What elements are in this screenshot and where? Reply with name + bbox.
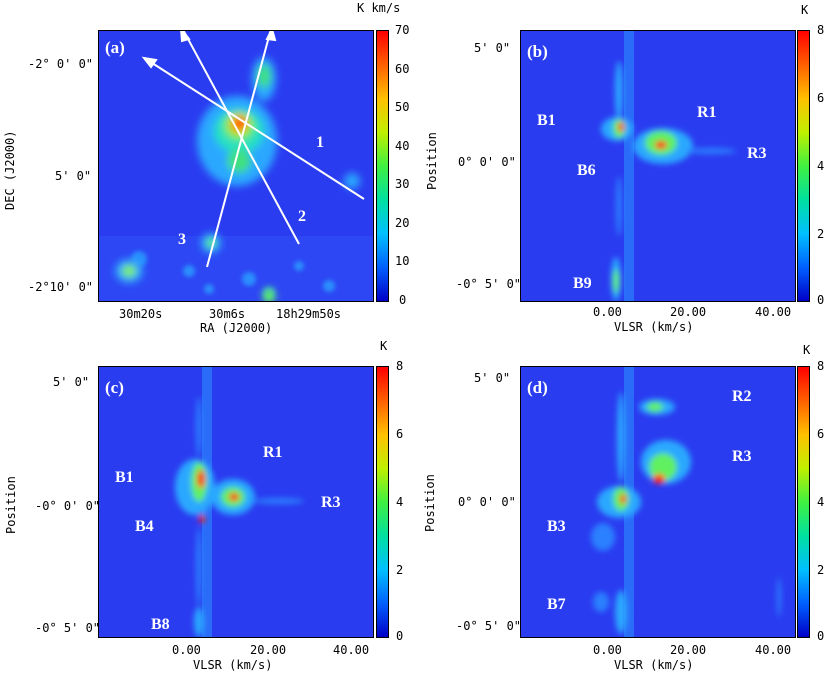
x-tick-c: 20.00 — [250, 643, 287, 657]
colorbar-tick: 0 — [817, 629, 825, 643]
feature-label-b7: B7 — [547, 596, 566, 613]
colorbar-unit-c: K — [380, 339, 388, 353]
y-tick-d: -0° 5' 0" — [456, 619, 522, 633]
colorbar-unit-b: K — [801, 3, 809, 17]
colorbar-tick: 6 — [817, 427, 825, 441]
x-tick-c: 40.00 — [333, 643, 370, 657]
y-axis-label-a: DEC (J2000) — [3, 130, 17, 210]
colorbar-tick: 4 — [817, 495, 825, 509]
panel-tag-a: (a) — [105, 38, 125, 57]
colorbar-tick: 40 — [395, 139, 410, 153]
colorbar-tick: 0 — [399, 293, 407, 307]
colorbar-tick: 4 — [396, 495, 404, 509]
colorbar-unit-a: K km/s — [357, 1, 401, 15]
y-axis-label-c: Position — [4, 476, 18, 534]
feature-label-b9: B9 — [573, 275, 592, 292]
y-tick-a: 5' 0" — [55, 169, 92, 183]
integrated-intensity-map — [99, 31, 373, 301]
x-tick-b: 20.00 — [670, 305, 707, 319]
y-tick-a: -2° 0' 0" — [28, 57, 94, 71]
pv-plot-c: (c) R1 B1 B4 R3 B8 — [98, 366, 374, 638]
colorbar-tick: 30 — [395, 177, 410, 191]
colorbar-tick: 8 — [817, 359, 825, 373]
x-tick-d: 0.00 — [593, 643, 622, 657]
feature-label-b4: B4 — [135, 518, 154, 535]
cut-label-1: 1 — [316, 134, 324, 151]
panel-tag-c: (c) — [105, 378, 124, 397]
x-axis-label-b: VLSR (km/s) — [614, 320, 694, 334]
colorbar-a — [376, 30, 389, 302]
colorbar-unit-d: K — [803, 343, 811, 357]
x-tick-b: 0.00 — [593, 305, 622, 319]
colorbar-c — [376, 366, 389, 638]
colorbar-tick: 60 — [395, 62, 410, 76]
position-velocity-diagram-c — [99, 367, 373, 637]
feature-label-b1: B1 — [537, 112, 556, 129]
pv-plot-d: (d) R2 R3 B3 B7 — [520, 366, 796, 638]
x-tick-b: 40.00 — [755, 305, 792, 319]
position-velocity-diagram-b — [521, 31, 795, 301]
colorbar-tick: 2 — [396, 563, 404, 577]
x-tick-a: 18h29m50s — [276, 307, 342, 321]
x-tick-a: 30m20s — [119, 307, 163, 321]
y-tick-c: -0° 0' 0" — [35, 499, 101, 513]
y-tick-c: -0° 5' 0" — [35, 621, 101, 635]
x-tick-c: 0.00 — [172, 643, 201, 657]
colorbar-tick: 2 — [817, 227, 825, 241]
x-axis-label-a: RA (J2000) — [200, 321, 273, 335]
feature-label-r3: R3 — [747, 145, 767, 162]
x-tick-d: 20.00 — [670, 643, 707, 657]
y-tick-b: -0° 5' 0" — [456, 277, 522, 291]
colorbar-tick: 70 — [395, 23, 410, 37]
y-tick-b: 5' 0" — [474, 41, 511, 55]
y-tick-c: 5' 0" — [53, 375, 90, 389]
position-velocity-diagram-d — [521, 367, 795, 637]
feature-label-r3: R3 — [732, 448, 752, 465]
colorbar-tick: 20 — [395, 216, 410, 230]
colorbar-tick: 6 — [817, 91, 825, 105]
feature-label-b8: B8 — [151, 616, 170, 633]
colorbar-tick: 50 — [395, 100, 410, 114]
y-tick-a: -2°10' 0" — [28, 280, 94, 294]
x-axis-label-d: VLSR (km/s) — [614, 658, 694, 672]
pv-plot-b: (b) B1 R1 B6 R3 B9 — [520, 30, 796, 302]
colorbar-tick: 10 — [395, 254, 410, 268]
feature-label-b1: B1 — [115, 469, 134, 486]
y-tick-d: 0° 0' 0" — [458, 495, 516, 509]
y-tick-d: 5' 0" — [474, 371, 511, 385]
colorbar-tick: 6 — [396, 427, 404, 441]
y-tick-b: 0° 0' 0" — [458, 155, 516, 169]
feature-label-r2: R2 — [732, 388, 752, 405]
feature-label-b3: B3 — [547, 518, 566, 535]
colorbar-tick: 4 — [817, 159, 825, 173]
feature-label-r1: R1 — [263, 444, 283, 461]
x-axis-label-c: VLSR (km/s) — [193, 658, 273, 672]
panel-tag-d: (d) — [527, 378, 548, 397]
feature-label-b6: B6 — [577, 162, 596, 179]
feature-label-r1: R1 — [697, 104, 717, 121]
cut-label-3: 3 — [178, 231, 186, 248]
y-axis-label-b: Position — [425, 132, 439, 190]
panel-tag-b: (b) — [527, 42, 548, 61]
cut-arrows — [141, 31, 365, 268]
y-axis-label-d: Position — [423, 474, 437, 532]
colorbar-tick: 0 — [817, 293, 825, 307]
colorbar-tick: 0 — [396, 629, 404, 643]
feature-label-r3: R3 — [321, 494, 341, 511]
colorbar-tick: 8 — [817, 23, 825, 37]
x-tick-d: 40.00 — [755, 643, 792, 657]
colorbar-b — [797, 30, 810, 302]
x-tick-a: 30m6s — [209, 307, 246, 321]
cut-label-2: 2 — [298, 208, 306, 225]
colorbar-d — [797, 366, 810, 638]
colorbar-tick: 8 — [396, 359, 404, 373]
map-plot-a: (a) 1 2 3 — [98, 30, 374, 302]
colorbar-tick: 2 — [817, 563, 825, 577]
